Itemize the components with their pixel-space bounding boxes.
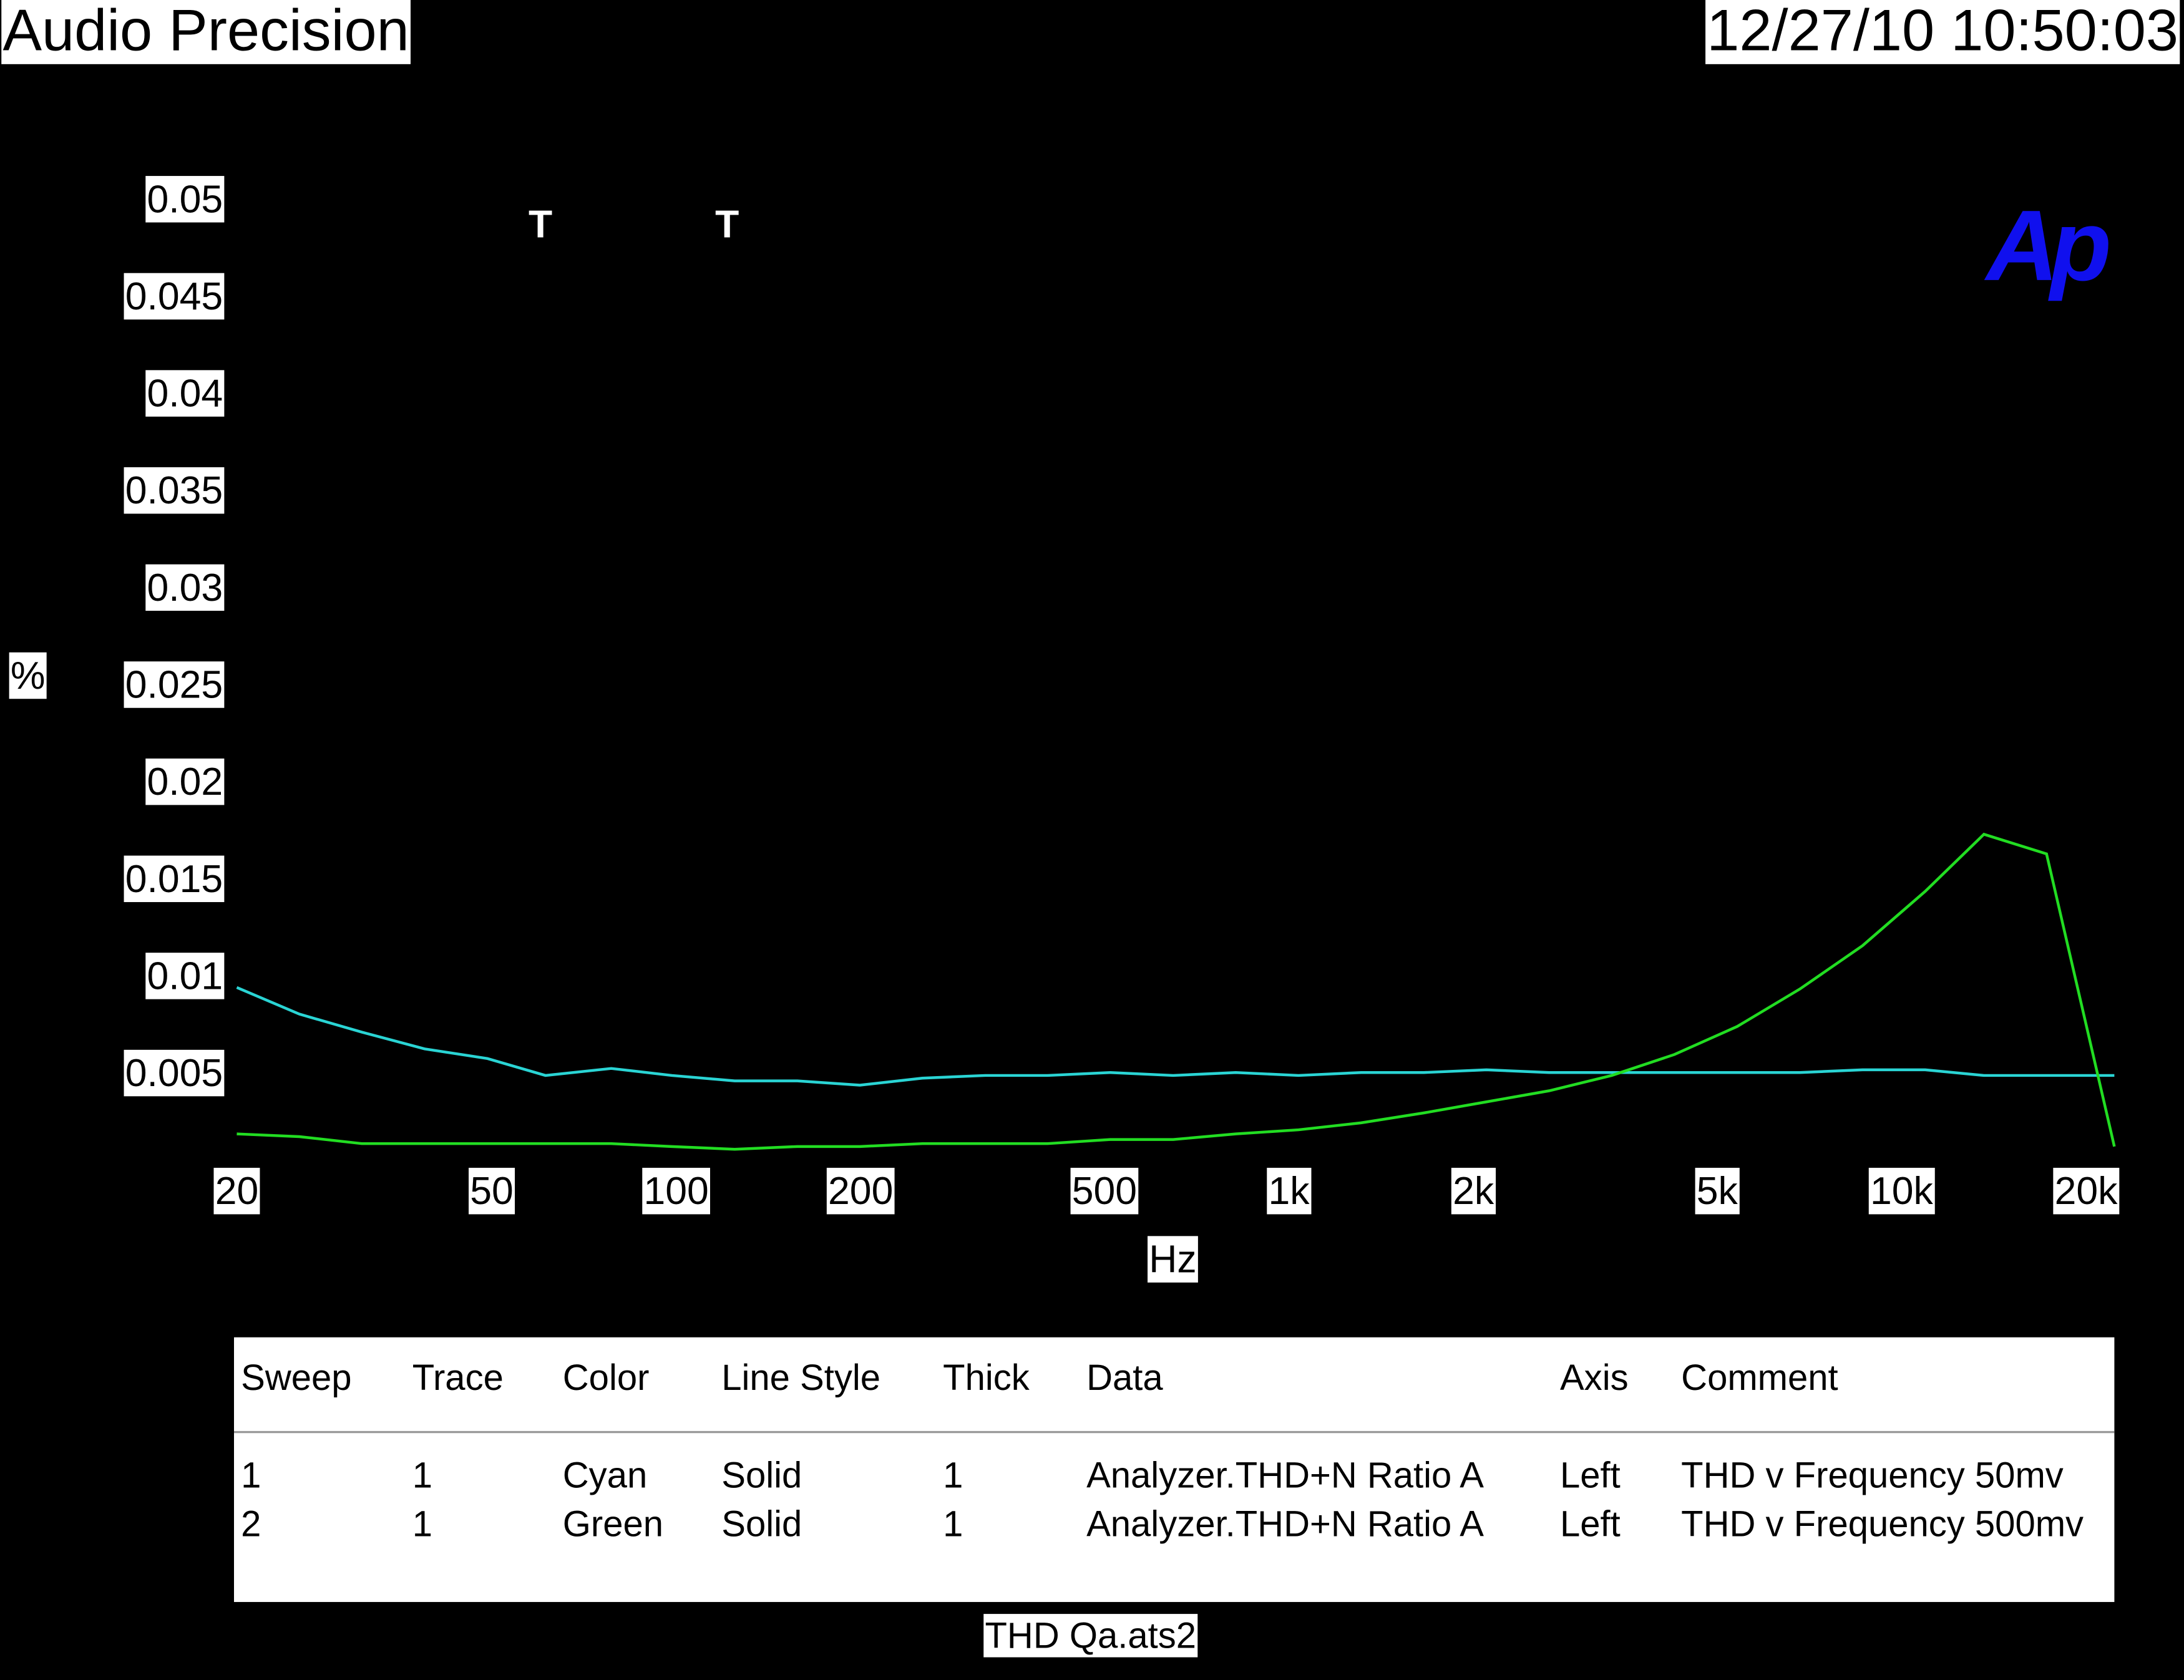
table-cell: Solid (721, 1455, 802, 1496)
x-tick-label: 100 (643, 1169, 708, 1213)
footer: THD Qa.ats2 (985, 1615, 1196, 1656)
timestamp: 12/27/10 10:50:03 (1707, 0, 2178, 63)
x-tick-label-box (1070, 1167, 1139, 1215)
table-cell: 1 (943, 1455, 963, 1496)
table-header: Axis (1560, 1357, 1629, 1398)
x-tick-label: 200 (828, 1169, 893, 1213)
table-cell: Analyzer.THD+N Ratio A (1086, 1504, 1484, 1545)
table-header: Data (1086, 1357, 1163, 1398)
x-axis-label-box (1148, 1236, 1198, 1283)
y-tick-label-box (124, 855, 225, 903)
x-tick-label-box (1695, 1167, 1740, 1215)
x-tick-label: 10k (1870, 1169, 1933, 1213)
y-tick-label: 0.015 (125, 857, 223, 901)
logo: Ap (1984, 190, 2108, 302)
series-line (236, 832, 2116, 1151)
y-tick-label: 0.025 (125, 663, 223, 706)
x-tick-label: 20 (215, 1169, 259, 1213)
series-line (236, 986, 2115, 1087)
y-tick-label: 0.045 (125, 274, 223, 318)
x-tick-label-box (1868, 1167, 1935, 1215)
table-cell: Analyzer.THD+N Ratio A (1086, 1455, 1484, 1496)
y-tick-label: 0.05 (147, 177, 223, 221)
x-tick-label-box (469, 1167, 515, 1215)
table-cell: Left (1560, 1455, 1621, 1496)
y-tick-label-box (124, 273, 225, 320)
x-tick-label-box (1451, 1167, 1496, 1215)
table-header: Sweep (241, 1357, 351, 1398)
table-cell: Cyan (563, 1455, 647, 1496)
table-header: Line Style (721, 1357, 880, 1398)
title-box (1, 0, 411, 64)
y-tick-label-box (124, 1049, 225, 1097)
x-tick-label: 50 (470, 1169, 514, 1213)
table-cell: THD v Frequency 50mv (1681, 1455, 2064, 1496)
y-tick-label-box (145, 953, 225, 999)
y-tick-label-box (145, 564, 225, 611)
x-tick-label-box (1267, 1167, 1312, 1215)
x-tick-label-box (2053, 1167, 2120, 1215)
y-axis-label-box (9, 652, 47, 699)
table-cell: 1 (241, 1455, 261, 1496)
x-tick-label-box (213, 1167, 260, 1215)
timestamp-box (1705, 0, 2180, 64)
y-tick-label: 0.005 (125, 1051, 223, 1095)
y-tick-label: 0.035 (125, 469, 223, 512)
y-axis-label: % (11, 654, 46, 697)
y-tick-label-box (145, 176, 225, 223)
table-cell: Left (1560, 1504, 1621, 1545)
table-cell: Green (563, 1504, 663, 1545)
x-tick-label: 1k (1269, 1169, 1310, 1213)
y-tick-label: 0.04 (147, 372, 223, 415)
table-cell: 1 (943, 1504, 963, 1545)
x-tick-label: 500 (1072, 1169, 1137, 1213)
x-tick-label: 2k (1453, 1169, 1494, 1213)
y-tick-label-box (124, 661, 225, 708)
y-tick-label: 0.03 (147, 566, 223, 609)
x-tick-label: 5k (1697, 1169, 1738, 1213)
table-cell: 2 (241, 1504, 261, 1545)
table-header: Thick (943, 1357, 1030, 1398)
y-tick-label-box (145, 370, 225, 417)
y-tick-label-box (124, 467, 225, 514)
legend-table-box (234, 1337, 2115, 1602)
footer-box (983, 1614, 1198, 1658)
marker-label: T (529, 202, 552, 246)
y-tick-label: 0.01 (147, 954, 223, 998)
table-header: Trace (412, 1357, 504, 1398)
table-header: Comment (1681, 1357, 1838, 1398)
table-cell: Solid (721, 1504, 802, 1545)
title: Audio Precision (2, 0, 409, 63)
y-tick-label: 0.02 (147, 760, 223, 804)
table-cell: 1 (412, 1455, 432, 1496)
table-cell: THD v Frequency 500mv (1681, 1504, 2084, 1545)
y-tick-label-box (145, 758, 225, 805)
table-header: Color (563, 1357, 650, 1398)
x-axis-label: Hz (1149, 1238, 1196, 1281)
x-tick-label-box (642, 1167, 710, 1215)
x-tick-label-box (826, 1167, 895, 1215)
x-tick-label: 20k (2055, 1169, 2118, 1213)
marker-label: T (715, 202, 739, 246)
table-cell: 1 (412, 1504, 432, 1545)
